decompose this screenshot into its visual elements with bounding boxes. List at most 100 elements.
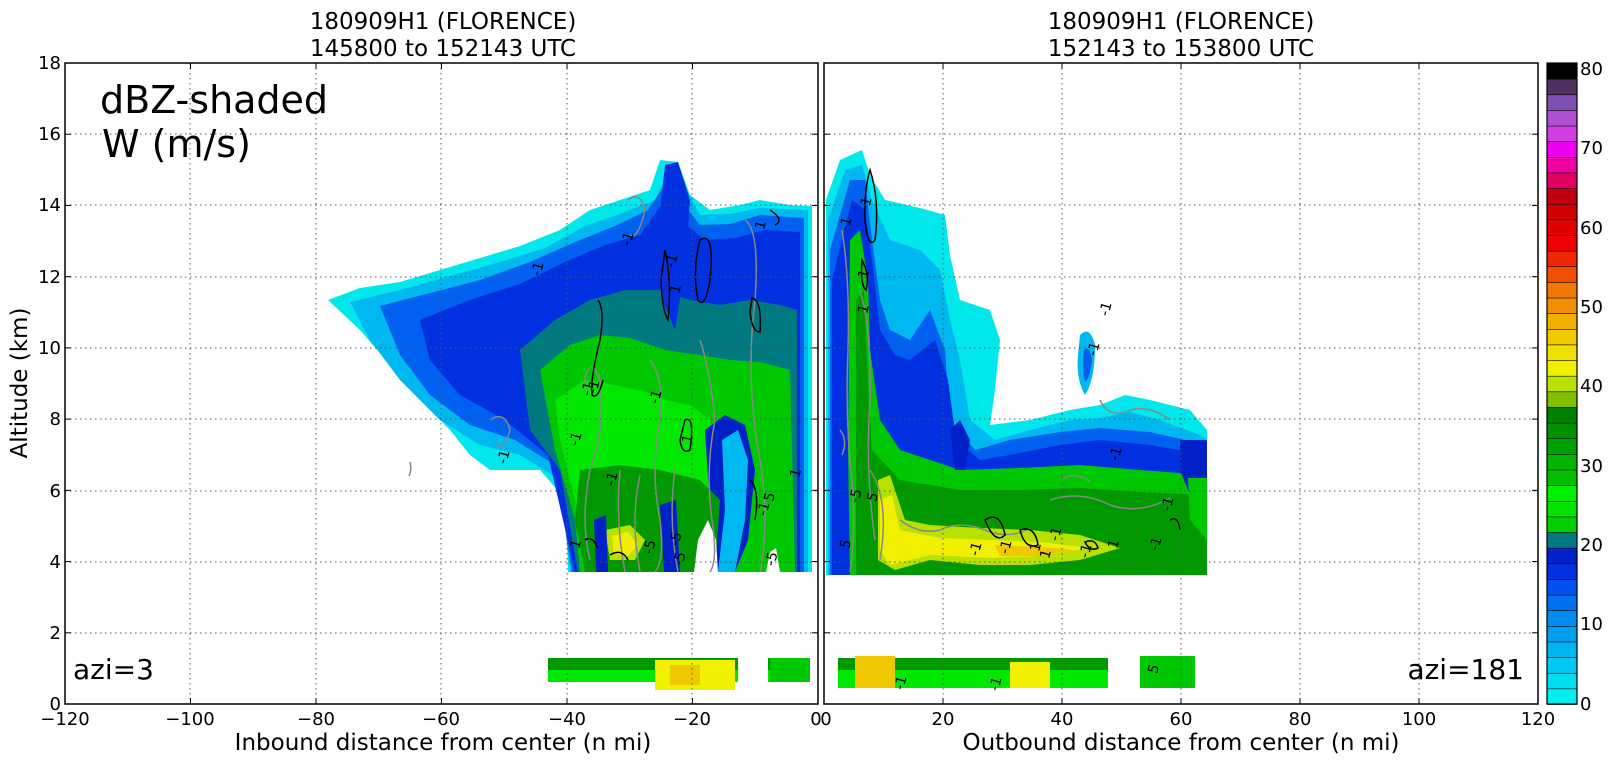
contour-value-label: -1 <box>1077 542 1096 560</box>
right-contour-line <box>864 167 878 244</box>
left-vertical-velocity-contours <box>408 195 780 573</box>
y-tick-label: 10 <box>38 338 61 359</box>
left-x-tick-labels: −120 −100 −80 −60 −40 −20 0 <box>40 709 821 730</box>
contour-value-label: -1 <box>1147 535 1166 553</box>
contour-value-labels: -1-11-11-1-1-1-1 1-1 1-11 -5 -55-5 -5-1-1-111… <box>495 195 1178 693</box>
left-contour-line <box>679 418 693 452</box>
colorbar-tick-label: 70 <box>1580 138 1603 159</box>
right-echo-layer <box>856 290 1207 575</box>
left-contour-line <box>769 209 780 226</box>
axis-tick-marks <box>64 62 1539 705</box>
contour-value-label: 5 <box>1145 663 1163 676</box>
contour-value-label: -1 <box>603 470 622 488</box>
x-tick-label: −20 <box>673 709 711 730</box>
colorbar-tick-label: 40 <box>1580 376 1603 397</box>
x-tick-label: 100 <box>1402 709 1436 730</box>
right-x-tick-labels: 0 20 40 60 80 100 120 <box>820 709 1555 730</box>
right-contour-line <box>869 469 885 561</box>
left-contour-line <box>489 415 511 447</box>
colorbar-swatch <box>1546 109 1578 127</box>
colorbar-swatch <box>1546 641 1578 658</box>
colorbar-swatch <box>1546 500 1578 518</box>
left-echo-layer <box>670 665 700 685</box>
colorbar-swatch <box>1546 62 1578 80</box>
colorbar-swatch <box>1546 656 1578 674</box>
left-contour-line <box>617 469 626 573</box>
contour-value-label: -5 <box>641 538 660 556</box>
left-subtitle: 145800 to 152143 UTC <box>310 36 576 62</box>
x-tick-label: 40 <box>1051 709 1074 730</box>
right-echo-layer <box>1140 656 1195 688</box>
colorbar-swatch <box>1546 437 1578 455</box>
colorbar-tick-label: 60 <box>1580 218 1603 239</box>
contour-value-label: 1 <box>752 219 770 232</box>
contour-value-label: 1 <box>667 283 685 296</box>
contour-value-label: -1 <box>663 252 682 270</box>
left-contour-line <box>609 551 629 561</box>
x-tick-label: −40 <box>548 709 586 730</box>
left-title: 180909H1 (FLORENCE) <box>310 9 577 35</box>
left-echo-layer <box>718 430 748 572</box>
left-contour-line <box>749 297 762 333</box>
left-echo-layer <box>770 658 810 682</box>
colorbar-swatch <box>1546 234 1578 252</box>
y-tick-label: 2 <box>50 623 61 644</box>
contour-value-label: -1 <box>1159 495 1178 513</box>
colorbar-swatch <box>1546 406 1578 424</box>
contour-value-label: -1 <box>967 540 986 558</box>
left-contour-line <box>671 469 679 573</box>
x-tick-label: −100 <box>165 709 214 730</box>
right-contour-line <box>899 519 1031 536</box>
colorbar-swatch <box>1546 625 1578 643</box>
contour-value-label: -5 <box>763 550 782 568</box>
colorbar-swatch <box>1546 172 1578 189</box>
colorbar-tick-label: 80 <box>1580 59 1603 80</box>
colorbar-swatch <box>1546 375 1578 393</box>
colorbar-swatch <box>1546 562 1578 580</box>
colorbar-swatch <box>1546 422 1578 440</box>
contour-value-label: -1 <box>1107 445 1126 463</box>
right-contour-line <box>1099 399 1171 421</box>
x-tick-label: 120 <box>1521 709 1555 730</box>
x-tick-label: 60 <box>1170 709 1193 730</box>
right-contour-line <box>859 289 876 541</box>
colorbar-swatch <box>1546 547 1578 565</box>
colorbar-swatch <box>1546 219 1578 236</box>
colorbar-swatch <box>1546 516 1578 533</box>
x-tick-label: −60 <box>422 709 460 730</box>
contour-value-label: 5 <box>864 491 882 504</box>
y-tick-label: 6 <box>50 481 61 502</box>
right-echo-layer <box>950 420 970 470</box>
right-contour-line <box>1059 474 1091 483</box>
contour-value-label: -1 <box>647 388 666 406</box>
right-contour-line <box>1083 540 1099 550</box>
colorbar <box>1546 62 1578 705</box>
contour-value-label: 1 <box>1027 541 1045 554</box>
contour-value-label: -1 <box>997 538 1016 556</box>
contour-value-label: 1 <box>787 467 805 480</box>
left-contour-line <box>744 219 766 573</box>
colorbar-swatch <box>1546 312 1578 330</box>
left-contour-line <box>584 537 599 549</box>
contour-value-label: 1 <box>1105 538 1123 551</box>
y-axis-label: Altitude (km) <box>7 308 33 459</box>
right-echo-layer <box>855 656 895 688</box>
contour-value-label: 1 <box>567 538 585 551</box>
left-echo-layer <box>594 515 608 572</box>
right-echo-layer <box>1188 478 1207 540</box>
colorbar-swatch <box>1546 297 1578 314</box>
colorbar-swatch <box>1546 484 1578 502</box>
x-tick-label: −80 <box>297 709 335 730</box>
colorbar-swatch <box>1546 594 1578 611</box>
y-tick-label: 8 <box>50 409 61 430</box>
colorbar-tick-label: 10 <box>1580 614 1603 635</box>
x-tick-label: −120 <box>40 709 89 730</box>
right-contour-line <box>1049 495 1171 510</box>
colorbar-swatch <box>1546 140 1578 158</box>
right-contour-line <box>984 516 1006 539</box>
w-annotation: W (m/s) <box>102 122 251 166</box>
right-contour-line <box>839 429 846 456</box>
colorbar-swatch <box>1546 281 1578 299</box>
contour-value-label: -1 <box>892 674 911 692</box>
contour-value-label: -5 <box>667 530 686 548</box>
